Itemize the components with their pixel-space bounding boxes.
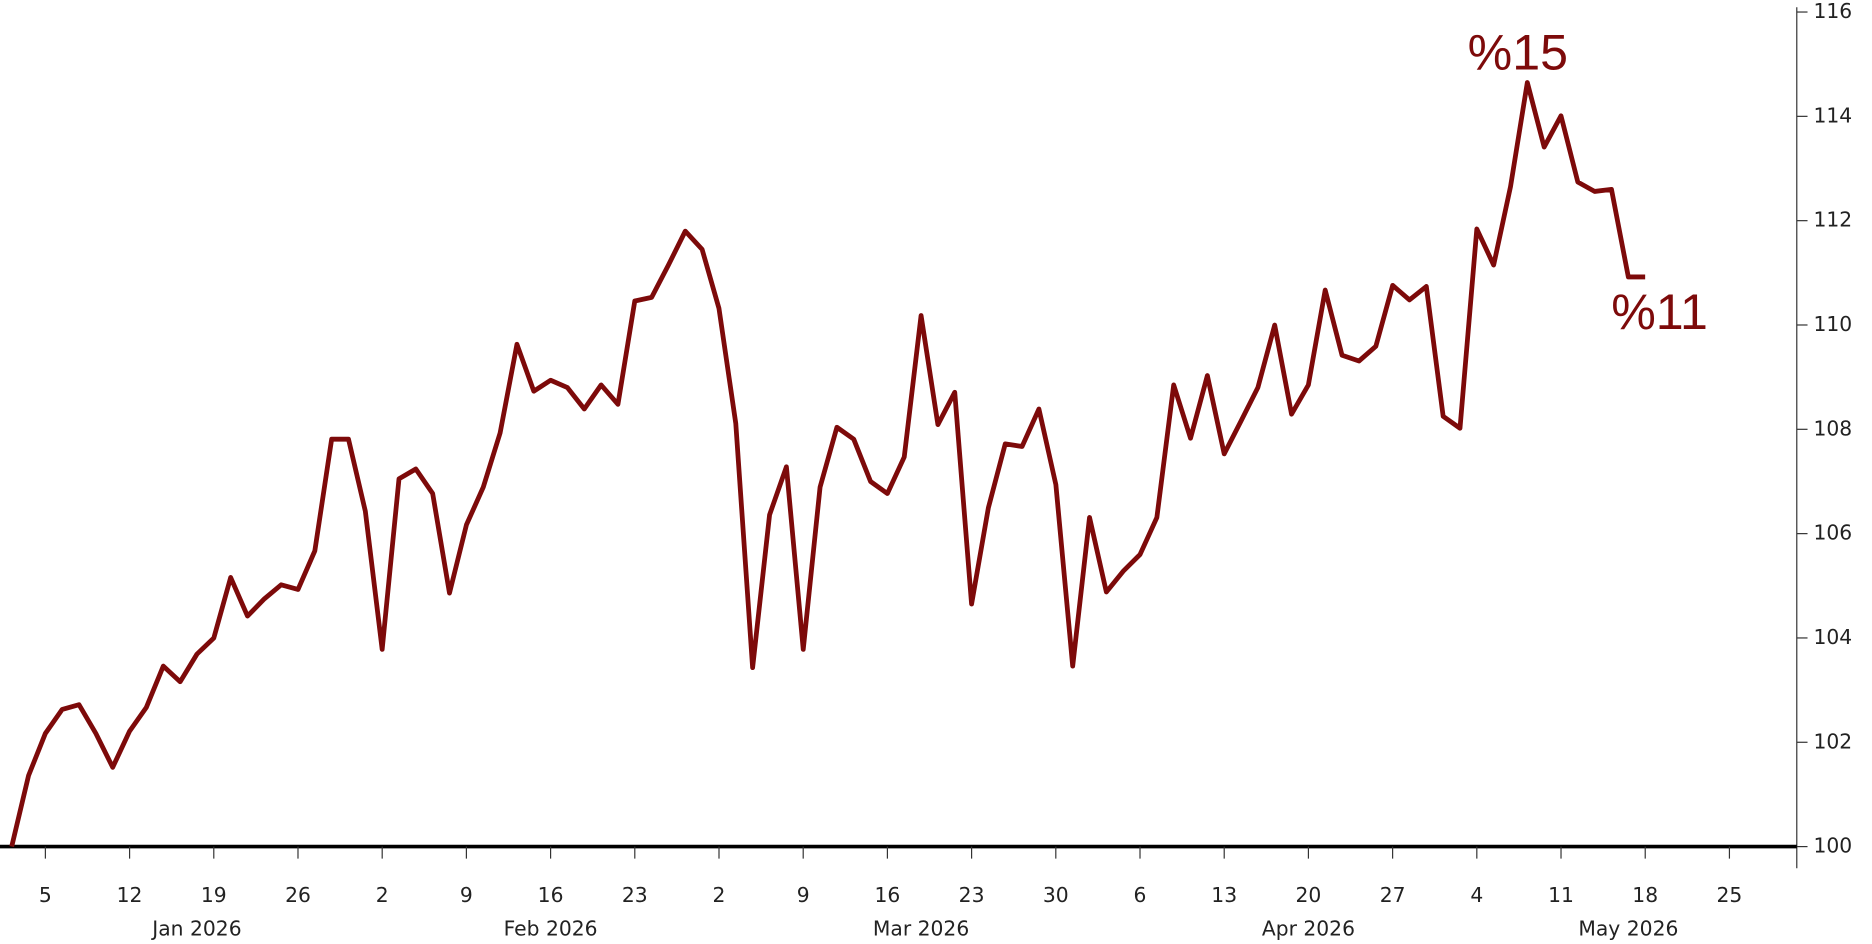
x-tick-label: 16 <box>874 883 900 907</box>
x-tick-label: 2 <box>713 883 726 907</box>
x-tick-label: 20 <box>1295 883 1321 907</box>
y-tick-label: 108 <box>1814 416 1853 440</box>
x-tick-label: 6 <box>1134 883 1147 907</box>
x-tick-label: 12 <box>117 883 143 907</box>
y-tick-label: 104 <box>1814 625 1853 649</box>
x-tick-label: 13 <box>1211 883 1237 907</box>
y-tick-label: 100 <box>1814 834 1853 858</box>
y-tick-label: 116 <box>1814 0 1853 23</box>
x-tick-label: 18 <box>1632 883 1658 907</box>
x-tick-label: 2 <box>376 883 389 907</box>
x-tick-label: 16 <box>538 883 564 907</box>
series-line <box>9 80 1646 848</box>
month-label: Jan 2026 <box>150 917 241 941</box>
x-tick-label: 9 <box>797 883 810 907</box>
month-label: Mar 2026 <box>873 917 969 941</box>
y-tick-label: 114 <box>1814 103 1853 127</box>
x-tick-label: 25 <box>1717 883 1743 907</box>
month-label: Feb 2026 <box>504 917 598 941</box>
y-tick-label: 110 <box>1814 312 1853 336</box>
annotation: %15 <box>1468 23 1568 80</box>
x-tick-label: 19 <box>201 883 227 907</box>
x-tick-label: 5 <box>39 883 52 907</box>
y-tick-label: 106 <box>1814 521 1853 545</box>
x-tick-label: 30 <box>1043 883 1069 907</box>
x-tick-label: 26 <box>285 883 311 907</box>
x-tick-label: 27 <box>1380 883 1406 907</box>
x-tick-label: 4 <box>1470 883 1483 907</box>
y-tick-label: 112 <box>1814 208 1853 232</box>
y-tick-label: 102 <box>1814 729 1853 753</box>
x-tick-label: 23 <box>959 883 985 907</box>
x-tick-label: 9 <box>460 883 473 907</box>
month-label: Apr 2026 <box>1262 917 1355 941</box>
annotation: %11 <box>1611 283 1708 340</box>
month-label: May 2026 <box>1578 917 1678 941</box>
x-tick-label: 23 <box>622 883 648 907</box>
x-tick-label: 11 <box>1548 883 1574 907</box>
